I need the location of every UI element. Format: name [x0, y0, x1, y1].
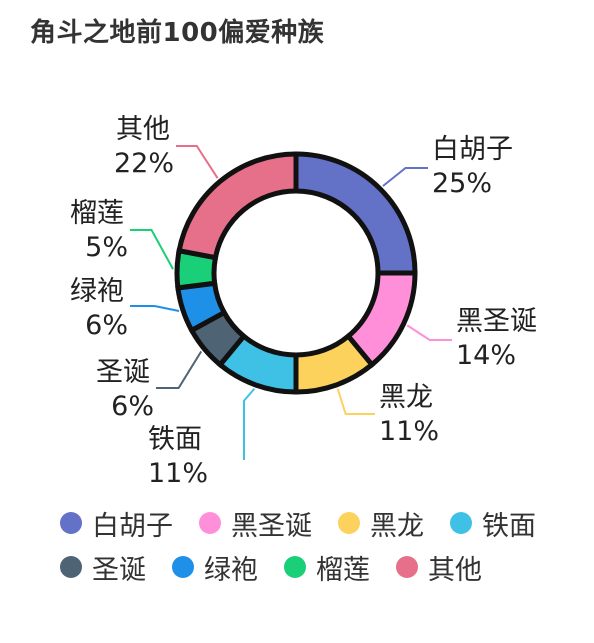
slice-label-percent-1: 25%: [432, 168, 492, 199]
legend-label-6: 绿袍: [204, 554, 258, 586]
leader-line-4: [243, 388, 256, 460]
legend-swatch-7: [284, 556, 306, 578]
leader-line-6: [130, 305, 180, 312]
legend-label-4: 铁面: [482, 510, 536, 542]
slice-label-percent-2: 14%: [456, 340, 516, 371]
legend-label-7: 榴莲: [316, 554, 370, 586]
legend-swatch-4: [450, 512, 472, 534]
legend-item-7[interactable]: 榴莲: [284, 549, 370, 586]
slice-label-percent-3: 11%: [379, 416, 439, 447]
legend-label-8: 其他: [428, 554, 482, 586]
legend-swatch-1: [60, 512, 82, 534]
legend-swatch-3: [338, 512, 360, 534]
slice-label-percent-4: 11%: [148, 458, 208, 489]
leader-line-5: [156, 350, 203, 389]
slice-label-name-5: 圣诞: [96, 357, 150, 388]
legend-item-5[interactable]: 圣诞: [60, 549, 146, 586]
legend-swatch-2: [199, 512, 221, 534]
leader-line-1: [382, 167, 428, 187]
legend-item-6[interactable]: 绿袍: [172, 549, 258, 586]
leader-line-2: [406, 324, 452, 341]
legend-label-2: 黑圣诞: [231, 510, 312, 542]
slice-label-percent-8: 22%: [114, 148, 174, 179]
chart-title: 角斗之地前100偏爱种族: [30, 18, 325, 48]
slice-1[interactable]: [293, 151, 418, 276]
slice-label-percent-6: 6%: [85, 310, 128, 341]
legend-item-1[interactable]: 白胡子: [60, 505, 173, 542]
legend-item-4[interactable]: 铁面: [450, 505, 536, 542]
leader-lines: [130, 145, 452, 460]
slice-label-name-4: 铁面: [148, 424, 202, 455]
slice-label-percent-5: 6%: [111, 391, 154, 422]
legend-swatch-6: [172, 556, 194, 578]
legend-label-5: 圣诞: [92, 554, 146, 586]
slice-label-name-2: 黑圣诞: [456, 306, 537, 337]
legend-swatch-8: [396, 556, 418, 578]
slice-label-name-7: 榴莲: [70, 198, 124, 229]
legend-item-8[interactable]: 其他: [396, 549, 482, 586]
legend-item-3[interactable]: 黑龙: [338, 505, 424, 542]
slice-label-percent-7: 5%: [85, 232, 128, 263]
leader-line-7: [130, 229, 174, 270]
leader-line-3: [336, 388, 375, 415]
slice-label-name-6: 绿袍: [70, 276, 124, 307]
legend-swatch-5: [60, 556, 82, 578]
slice-label-name-1: 白胡子: [432, 134, 513, 165]
slice-label-name-8: 其他: [116, 114, 170, 145]
chart-legend: 白胡子 黑圣诞 黑龙 铁面圣诞 绿袍 榴莲 其他: [60, 505, 580, 586]
slice-label-name-3: 黑龙: [379, 382, 433, 413]
legend-label-3: 黑龙: [370, 510, 424, 542]
slice-8[interactable]: [176, 151, 299, 261]
leader-line-8: [176, 145, 219, 179]
donut-slices: [174, 151, 418, 395]
legend-item-2[interactable]: 黑圣诞: [199, 505, 312, 542]
legend-label-1: 白胡子: [92, 510, 173, 542]
